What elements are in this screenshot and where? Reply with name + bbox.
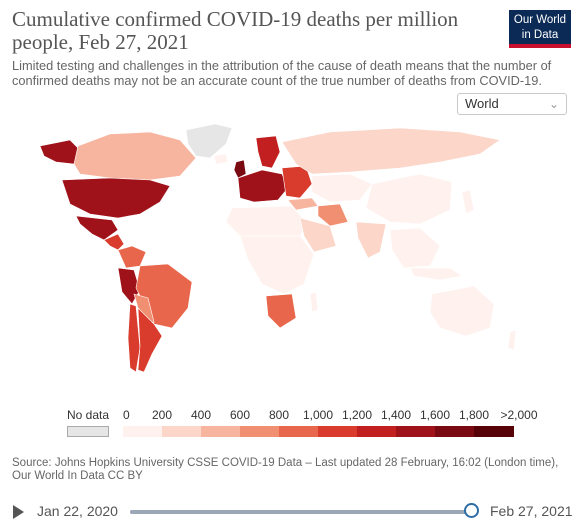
legend-swatch[interactable] <box>435 426 475 437</box>
timeline-start-date: Jan 22, 2020 <box>37 503 118 519</box>
legend-swatch[interactable] <box>357 426 397 437</box>
country-indonesia[interactable] <box>409 267 463 281</box>
country-canada[interactable] <box>73 131 197 181</box>
country-china[interactable] <box>365 173 453 225</box>
legend-swatch[interactable] <box>240 426 280 437</box>
chart-title: Cumulative confirmed COVID-19 deaths per… <box>12 7 459 54</box>
legend-tick-label: 1,400 <box>380 408 412 422</box>
owid-logo[interactable]: Our World in Data <box>509 10 571 48</box>
country-iceland[interactable] <box>213 153 229 165</box>
color-legend: No data 0 200 400 600 800 1,000 1,200 1,400 1,60… <box>0 402 582 442</box>
legend-tick-label: 1,800 <box>458 408 490 422</box>
country-central-america[interactable] <box>103 233 125 251</box>
legend-no-data-swatch <box>67 426 109 437</box>
country-southeast-asia[interactable] <box>389 227 441 269</box>
timeline: Jan 22, 2020 Feb 27, 2021 <box>0 497 582 527</box>
timeline-slider[interactable] <box>130 510 471 514</box>
country-madagascar[interactable] <box>309 291 319 313</box>
country-new-zealand[interactable] <box>507 329 517 351</box>
legend-swatch[interactable] <box>396 426 436 437</box>
chevron-down-icon: ⌄ <box>548 97 559 111</box>
country-alaska[interactable] <box>39 139 81 165</box>
legend-swatch[interactable] <box>318 426 358 437</box>
country-central-africa[interactable] <box>239 235 315 295</box>
legend-swatch[interactable] <box>123 426 163 437</box>
play-icon[interactable] <box>13 505 24 519</box>
timeline-handle[interactable] <box>464 503 479 518</box>
legend-tick-label: 800 <box>268 408 290 422</box>
country-scandinavia[interactable] <box>255 135 281 169</box>
country-greenland[interactable] <box>185 123 233 159</box>
country-argentina[interactable] <box>137 307 163 373</box>
country-uk[interactable] <box>233 159 247 179</box>
legend-tick-label: 200 <box>151 408 173 422</box>
country-colombia[interactable] <box>117 245 147 269</box>
region-select[interactable]: World ⌄ <box>457 93 567 115</box>
country-western-europe[interactable] <box>237 169 289 203</box>
legend-swatch[interactable] <box>162 426 202 437</box>
country-south-africa[interactable] <box>265 293 297 329</box>
source-note: Source: Johns Hopkins University CSSE CO… <box>12 457 559 482</box>
country-australia[interactable] <box>429 285 495 337</box>
legend-tick-label: 1,600 <box>419 408 451 422</box>
legend-tick-label: >2,000 <box>500 408 538 422</box>
country-india[interactable] <box>355 221 387 259</box>
world-map[interactable] <box>0 118 582 408</box>
legend-tick-label: 1,200 <box>341 408 373 422</box>
legend-swatch[interactable] <box>474 426 514 437</box>
legend-tick-label: 1,000 <box>302 408 334 422</box>
country-kazakhstan[interactable] <box>311 173 373 203</box>
timeline-fill <box>130 510 471 514</box>
timeline-end-date: Feb 27, 2021 <box>490 503 573 519</box>
country-arabia[interactable] <box>299 217 337 253</box>
legend-no-data-label: No data <box>67 408 110 422</box>
region-select-value: World <box>465 96 499 111</box>
legend-tick-label: 600 <box>229 408 251 422</box>
country-usa[interactable] <box>61 177 171 219</box>
country-russia[interactable] <box>281 127 501 175</box>
country-chile[interactable] <box>127 303 141 373</box>
legend-tick-label: 0 <box>123 408 130 422</box>
country-iran[interactable] <box>317 203 349 227</box>
country-north-africa[interactable] <box>225 205 307 237</box>
country-japan[interactable] <box>461 189 475 215</box>
legend-tick-label: 400 <box>190 408 212 422</box>
chart-subtitle: Limited testing and challenges in the at… <box>12 58 552 88</box>
legend-swatch[interactable] <box>279 426 319 437</box>
legend-swatch[interactable] <box>201 426 241 437</box>
